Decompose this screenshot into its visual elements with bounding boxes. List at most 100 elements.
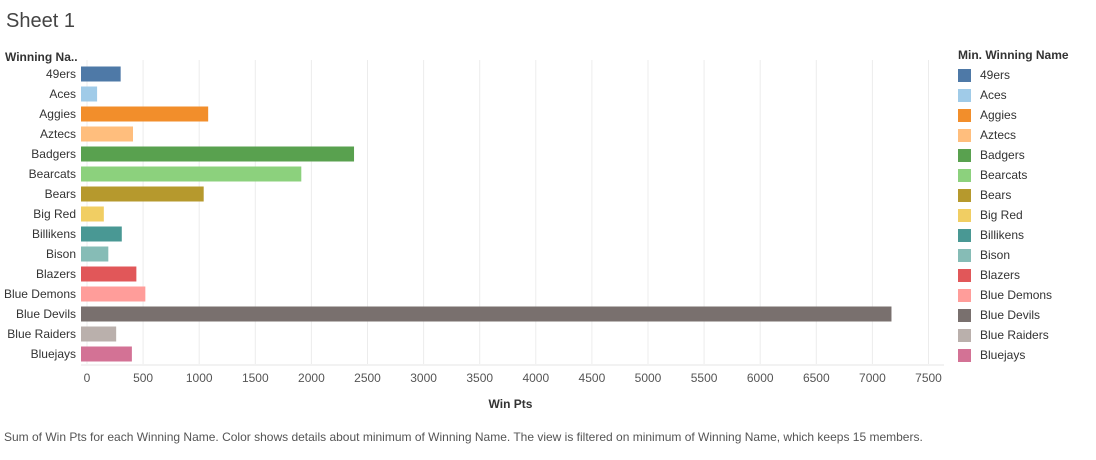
bar[interactable] xyxy=(81,126,134,142)
x-tick-label: 6500 xyxy=(803,371,830,385)
bar[interactable] xyxy=(81,286,146,302)
bar[interactable] xyxy=(81,306,892,322)
legend-item[interactable]: Blue Devils xyxy=(958,305,1088,325)
legend-swatch xyxy=(958,128,971,142)
bar[interactable] xyxy=(81,106,209,122)
legend-swatch xyxy=(958,168,971,182)
legend-title: Min. Winning Name xyxy=(958,48,1069,62)
category-label: Blazers xyxy=(36,267,76,281)
category-label: Billikens xyxy=(32,227,76,241)
legend-label: Badgers xyxy=(980,148,1025,162)
legend-swatch xyxy=(958,148,971,162)
bar[interactable] xyxy=(81,226,122,242)
legend-item[interactable]: Aces xyxy=(958,85,1088,105)
category-label: Big Red xyxy=(33,207,76,221)
legend-label: 49ers xyxy=(980,68,1011,82)
x-tick-label: 500 xyxy=(133,371,153,385)
category-label: Badgers xyxy=(31,147,76,161)
bar[interactable] xyxy=(81,166,302,182)
legend-label: Bluejays xyxy=(980,348,1026,362)
x-tick-label: 1500 xyxy=(242,371,269,385)
legend-label: Billikens xyxy=(980,228,1025,242)
x-tick-label: 5000 xyxy=(635,371,662,385)
legend-item[interactable]: Bison xyxy=(958,245,1088,265)
category-label: Blue Raiders xyxy=(7,327,76,341)
caption: Sum of Win Pts for each Winning Name. Co… xyxy=(4,430,923,444)
legend-swatch xyxy=(958,188,971,202)
bar-chart: 49ers Aces Aggies Aztecs Badgers Bearcats Bear… xyxy=(4,60,944,411)
category-label: 49ers xyxy=(46,67,76,81)
legend-label: Big Red xyxy=(980,208,1023,222)
legend-item[interactable]: Blazers xyxy=(958,265,1088,285)
legend-label: Aces xyxy=(980,88,1007,102)
legend-item[interactable]: 49ers xyxy=(958,65,1088,85)
sheet-title: Sheet 1 xyxy=(6,10,75,32)
bar[interactable] xyxy=(81,346,132,362)
legend-item[interactable]: Bears xyxy=(958,185,1088,205)
row-header[interactable]: Winning Na.. xyxy=(5,50,78,64)
category-labels: 49ers Aces Aggies Aztecs Badgers Bearcats Bear… xyxy=(4,67,76,361)
x-tick-label: 3500 xyxy=(466,371,493,385)
legend-swatch xyxy=(958,308,971,322)
legend-items: 49ers Aces Aggies Aztecs Badgers Bearcats Bear… xyxy=(958,65,1088,365)
category-label: Bearcats xyxy=(29,167,76,181)
legend-swatch xyxy=(958,288,971,302)
legend-label: Blazers xyxy=(980,268,1021,282)
category-label: Aztecs xyxy=(40,127,76,141)
legend-swatch xyxy=(958,88,971,102)
legend-swatch xyxy=(958,248,971,262)
bar[interactable] xyxy=(81,146,355,162)
x-tick-label: 5500 xyxy=(691,371,718,385)
legend-item[interactable]: Bearcats xyxy=(958,165,1088,185)
legend-label: Blue Devils xyxy=(980,308,1041,322)
category-label: Bluejays xyxy=(31,347,76,361)
bar[interactable] xyxy=(81,326,117,342)
legend-item[interactable]: Bluejays xyxy=(958,345,1088,365)
x-tick-label: 7000 xyxy=(859,371,886,385)
x-tick-label: 2500 xyxy=(354,371,381,385)
legend-label: Bears xyxy=(980,188,1012,202)
bar[interactable] xyxy=(81,206,104,222)
x-tick-label: 6000 xyxy=(747,371,774,385)
legend: Min. Winning Name 49ers Aces Aggies Aztecs B… xyxy=(958,48,1088,365)
legend-label: Blue Raiders xyxy=(980,328,1049,342)
category-label: Aggies xyxy=(39,107,76,121)
x-tick-label: 3000 xyxy=(410,371,437,385)
legend-item[interactable]: Big Red xyxy=(958,205,1088,225)
legend-swatch xyxy=(958,228,971,242)
category-label: Blue Devils xyxy=(16,307,76,321)
legend-item[interactable]: Aggies xyxy=(958,105,1088,125)
legend-label: Aztecs xyxy=(980,128,1017,142)
category-label: Blue Demons xyxy=(4,287,76,301)
x-tick-label: 4000 xyxy=(522,371,549,385)
legend-label: Aggies xyxy=(980,108,1017,122)
bar[interactable] xyxy=(81,86,98,102)
bar[interactable] xyxy=(81,246,109,262)
legend-label: Blue Demons xyxy=(980,288,1053,302)
x-tick-label: 0 xyxy=(84,371,91,385)
x-axis-title: Win Pts xyxy=(489,397,533,411)
legend-item[interactable]: Blue Demons xyxy=(958,285,1088,305)
category-label: Bison xyxy=(46,247,76,261)
category-label: Aces xyxy=(49,87,76,101)
bar[interactable] xyxy=(81,66,121,82)
legend-swatch xyxy=(958,68,971,82)
x-tick-label: 1000 xyxy=(186,371,213,385)
legend-swatch xyxy=(958,268,971,282)
legend-swatch xyxy=(958,108,971,122)
bars xyxy=(81,66,892,362)
legend-swatch xyxy=(958,328,971,342)
x-tick-label: 4500 xyxy=(579,371,606,385)
bar[interactable] xyxy=(81,266,137,282)
legend-item[interactable]: Blue Raiders xyxy=(958,325,1088,345)
x-tick-label: 2000 xyxy=(298,371,325,385)
x-tick-label: 7500 xyxy=(915,371,942,385)
legend-item[interactable]: Badgers xyxy=(958,145,1088,165)
legend-swatch xyxy=(958,208,971,222)
legend-item[interactable]: Billikens xyxy=(958,225,1088,245)
tick-labels: 0 500 1000 1500 2000 2500 3000 3500 4000 4500 5000… xyxy=(84,371,943,385)
bar[interactable] xyxy=(81,186,204,202)
legend-item[interactable]: Aztecs xyxy=(958,125,1088,145)
legend-label: Bearcats xyxy=(980,168,1028,182)
legend-swatch xyxy=(958,348,971,362)
